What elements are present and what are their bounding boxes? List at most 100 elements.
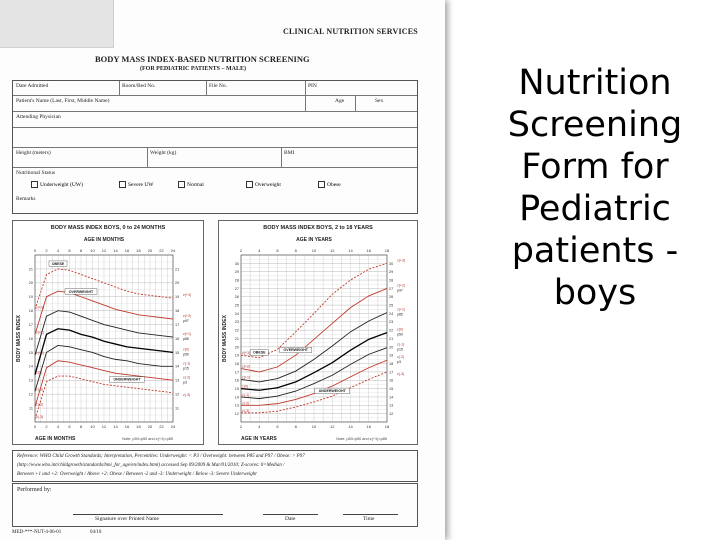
- curve-label-left: z(-3): [242, 409, 249, 413]
- y-tick-label: 11: [175, 406, 179, 410]
- file-no-label: File No.: [209, 83, 228, 89]
- y-tick-label: 28: [235, 278, 239, 282]
- curve-label-left: z(-3): [36, 415, 43, 419]
- curve-label-left: z(0): [36, 371, 42, 375]
- series-line: [34, 360, 174, 407]
- patient-info-box: Date Admitted Room/Bed No. File No. PIN …: [12, 80, 418, 214]
- y-tick-label: 30: [235, 262, 239, 266]
- y-tick-label: 12: [235, 412, 239, 416]
- x-tick-label: 12: [330, 424, 335, 429]
- y-tick-label: 21: [235, 337, 239, 341]
- y-tick-label: 19: [235, 354, 239, 358]
- y-tick-label: 18: [29, 309, 33, 313]
- y-tick-label: 18: [235, 362, 239, 366]
- form-subtitle: (FOR PEDIATRIC PATIENTS – MALE): [140, 66, 247, 72]
- remarks-label: Remarks: [16, 196, 36, 202]
- curve-label-right: z(+2): [183, 314, 191, 318]
- x-tick-label: 18: [385, 248, 390, 253]
- x-tick-label: 2: [45, 248, 48, 253]
- y-tick-label: 27: [235, 287, 239, 291]
- x-tick-label: 10: [312, 248, 317, 253]
- y-tick-label: 13: [235, 404, 239, 408]
- x-tick-label: 14: [113, 424, 118, 429]
- curve-label-right: z(-1): [183, 361, 190, 365]
- curve-label-left: z(-2): [36, 403, 43, 407]
- series-line: [240, 332, 388, 391]
- reference-line-1: Reference: WHO Child Growth Standards; I…: [17, 454, 305, 459]
- x-tick-label: 10: [90, 424, 95, 429]
- curve-label-right: p85: [397, 313, 403, 317]
- bmi-chart-2-18-years: BODY MASS INDEX BOYS, 2 to 18 YEARS AGE I…: [218, 220, 418, 445]
- y-tick-label: 30: [389, 262, 393, 266]
- x-tick-label: 16: [367, 248, 372, 253]
- x-tick-label: 6: [276, 248, 279, 253]
- curve-label-right: z(-3): [397, 372, 404, 376]
- curve-label-right: z(+3): [183, 293, 191, 297]
- x-tick-label: 10: [312, 424, 317, 429]
- attending-label: Attending Physician: [16, 114, 61, 120]
- y-tick-label: 13: [29, 379, 33, 383]
- x-tick-label: 4: [258, 424, 261, 429]
- curve-label-left: z(-2): [242, 401, 249, 405]
- curve-label-left: z(+1): [36, 351, 44, 355]
- performed-by-box: Performed by: Signature over Printed Nam…: [12, 483, 418, 527]
- patient-name-label: Patient's Name (Last, First, Middle Name…: [16, 98, 110, 104]
- y-tick-label: 25: [389, 304, 393, 308]
- curve-label-right: z(-3): [183, 393, 190, 397]
- checkbox-icon: [31, 181, 38, 188]
- y-tick-label: 25: [235, 304, 239, 308]
- x-tick-label: 0: [34, 248, 37, 253]
- weight-label: Weight (kg): [150, 150, 177, 156]
- chart-title: BODY MASS INDEX BOYS, 0 to 24 MONTHS: [51, 225, 166, 231]
- series-line: [34, 344, 173, 392]
- status-option-overweight[interactable]: Overweight: [246, 181, 281, 188]
- status-option-severe-uw[interactable]: Severe UW: [119, 181, 154, 188]
- x-tick-label: 8: [80, 248, 83, 253]
- x-tick-label: 16: [125, 424, 130, 429]
- curve-label-right: z(+1): [183, 332, 191, 336]
- y-tick-label: 22: [235, 329, 239, 333]
- x-axis-top-label: AGE IN YEARS: [296, 237, 332, 243]
- x-tick-label: 6: [68, 248, 71, 253]
- status-option-obese[interactable]: Obese: [318, 181, 341, 188]
- y-tick-label: 17: [235, 370, 239, 374]
- y-tick-label: 18: [175, 309, 179, 313]
- y-tick-label: 20: [29, 281, 33, 285]
- zone-label-box: [314, 387, 350, 394]
- zone-label: OVERWEIGHT: [69, 290, 94, 294]
- x-tick-label: 6: [276, 424, 279, 429]
- y-tick-label: 14: [29, 365, 33, 369]
- curve-label-right: p97: [397, 288, 403, 292]
- date-line: [263, 514, 318, 515]
- x-tick-label: 24: [171, 248, 176, 253]
- x-tick-label: 18: [136, 424, 141, 429]
- curve-label-left: z(0): [242, 385, 248, 389]
- x-tick-label: 2: [45, 424, 48, 429]
- age-label: Age: [335, 98, 345, 104]
- date-label: Date: [285, 516, 296, 522]
- x-tick-label: 18: [136, 248, 141, 253]
- chart-note: Note: p50=p50 and z(+1)=p85: [336, 437, 387, 441]
- y-tick-label: 18: [389, 362, 393, 366]
- y-tick-label: 29: [389, 270, 393, 274]
- curve-label-left: z(+3): [242, 351, 250, 355]
- x-tick-label: 4: [258, 248, 261, 253]
- status-option-underweight[interactable]: Underweight (UW): [31, 181, 83, 188]
- y-tick-label: 12: [29, 393, 33, 397]
- y-tick-label: 17: [29, 323, 33, 327]
- x-tick-label: 8: [295, 424, 298, 429]
- bmi-label: BMI: [284, 150, 295, 156]
- y-tick-label: 16: [235, 379, 239, 383]
- x-tick-label: 22: [159, 424, 164, 429]
- y-tick-label: 16: [389, 379, 393, 383]
- x-tick-label: 8: [80, 424, 83, 429]
- plot-frame: [34, 254, 174, 423]
- status-option-normal[interactable]: Normal: [178, 181, 204, 188]
- y-tick-label: 21: [29, 267, 33, 271]
- reference-line-3: Between +1 and +2: Overweight / Above +2…: [17, 472, 257, 477]
- date-admitted-label: Date Admitted: [16, 83, 49, 89]
- x-tick-label: 6: [68, 424, 71, 429]
- y-tick-label: 14: [235, 395, 239, 399]
- zone-label-box: [279, 346, 312, 353]
- y-tick-label: 23: [235, 320, 239, 324]
